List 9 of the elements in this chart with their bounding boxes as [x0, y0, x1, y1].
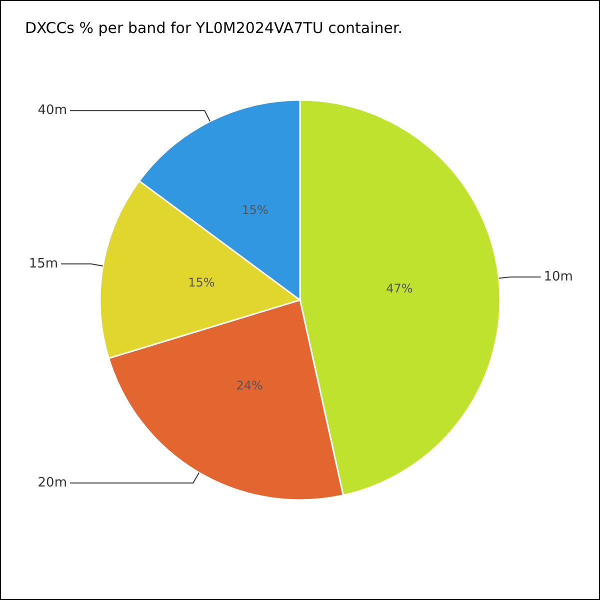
slice-label: 10m [544, 270, 573, 285]
data-label: 15% [242, 202, 268, 217]
slice-label: 20m [38, 476, 67, 491]
chart-title: DXCCs % per band for YL0M2024VA7TU container. [25, 19, 403, 37]
data-label: 47% [386, 281, 413, 296]
data-label: 15% [188, 275, 215, 290]
slice-label: 40m [38, 103, 67, 118]
data-label: 24% [236, 378, 263, 393]
slice-label: 15m [28, 256, 58, 272]
